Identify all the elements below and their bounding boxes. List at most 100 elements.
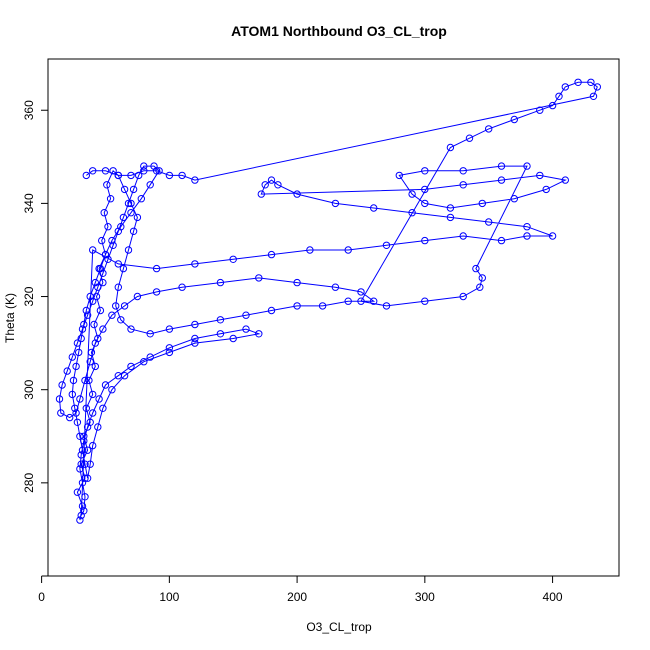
data-point: [63, 367, 71, 375]
data-point: [548, 232, 557, 240]
data-point: [69, 376, 78, 385]
data-point: [497, 162, 506, 170]
data-point: [83, 446, 92, 454]
x-axis: 0 100 200 300 400: [38, 575, 563, 604]
data-point: [127, 362, 135, 371]
data-point: [497, 176, 506, 184]
data-point: [89, 390, 97, 399]
data-point: [73, 418, 82, 426]
data-point: [357, 297, 365, 305]
data-point: [267, 250, 276, 259]
data-point: [133, 292, 142, 301]
data-point: [536, 171, 544, 180]
data-point: [81, 493, 89, 501]
data-point: [548, 101, 557, 110]
data-point: [99, 278, 107, 287]
data-point: [87, 348, 96, 357]
data-point: [129, 227, 138, 236]
data-point: [370, 297, 378, 305]
data-point: [255, 274, 263, 282]
chart-title: ATOM1 Northbound O3_CL_trop: [231, 23, 447, 39]
data-point: [94, 423, 102, 431]
data-point: [82, 171, 91, 180]
data-point: [140, 167, 148, 175]
data-point: [95, 395, 103, 403]
data-point: [408, 209, 416, 217]
data-point: [459, 181, 467, 189]
y-axis-label: Theta (K): [3, 293, 17, 343]
data-point: [96, 264, 105, 273]
data-point: [510, 195, 518, 203]
data-point: [77, 460, 85, 468]
data-point: [103, 181, 111, 189]
data-point: [114, 372, 123, 380]
data-point: [91, 339, 100, 347]
data-point: [140, 162, 148, 170]
data-point: [408, 190, 416, 198]
data-point: [72, 409, 80, 417]
data-point: [459, 292, 467, 301]
data-point: [119, 264, 128, 273]
data-point: [127, 171, 135, 180]
data-point: [120, 185, 129, 194]
data-point: [68, 390, 77, 399]
data-point: [593, 83, 601, 91]
data-point: [127, 199, 135, 208]
data-point: [80, 432, 88, 440]
data-point: [76, 432, 84, 440]
data-point: [216, 330, 225, 338]
data-point: [71, 404, 79, 412]
data-point: [76, 465, 84, 473]
data-point: [66, 413, 74, 422]
data-point: [357, 288, 365, 296]
data-point: [81, 460, 89, 468]
data-point: [274, 181, 282, 189]
data-point: [523, 232, 531, 240]
data-point: [421, 199, 429, 208]
data-point: [99, 325, 107, 333]
data-point: [152, 288, 161, 296]
data-point: [421, 297, 429, 305]
series-line: [58, 81, 598, 521]
data-point: [485, 218, 493, 226]
data-point: [165, 171, 174, 180]
data-point: [100, 209, 108, 217]
data-point: [85, 376, 93, 385]
y-tick-label: 360: [22, 100, 36, 120]
data-point: [140, 358, 148, 366]
data-point: [382, 241, 391, 250]
data-point: [76, 395, 84, 403]
x-tick-label: 200: [287, 590, 307, 604]
data-point: [587, 78, 595, 87]
data-point: [191, 339, 199, 347]
data-point: [178, 171, 186, 180]
x-tick-label: 400: [543, 590, 563, 604]
data-point: [331, 199, 340, 208]
data-point: [146, 353, 154, 361]
data-point: [82, 306, 91, 315]
data-point: [82, 404, 91, 412]
data-point: [83, 311, 92, 319]
data-point: [83, 474, 92, 482]
data-point: [267, 306, 276, 315]
data-point: [257, 190, 265, 198]
data-point: [589, 92, 598, 101]
data-point: [331, 283, 340, 291]
data-point: [78, 446, 87, 454]
data-point: [124, 199, 133, 208]
data-point: [135, 171, 143, 180]
data-point: [106, 195, 115, 203]
data-point: [561, 83, 569, 91]
data-point: [68, 353, 77, 361]
data-point: [293, 302, 301, 310]
data-point: [229, 255, 237, 263]
data-point: [542, 185, 550, 194]
data-point: [561, 176, 569, 184]
data-point: [478, 199, 486, 208]
data-point: [191, 334, 199, 343]
data-point: [242, 325, 250, 333]
data-point: [536, 106, 544, 114]
data-point: [267, 176, 276, 184]
data-point: [76, 516, 84, 524]
data-point: [104, 223, 112, 231]
